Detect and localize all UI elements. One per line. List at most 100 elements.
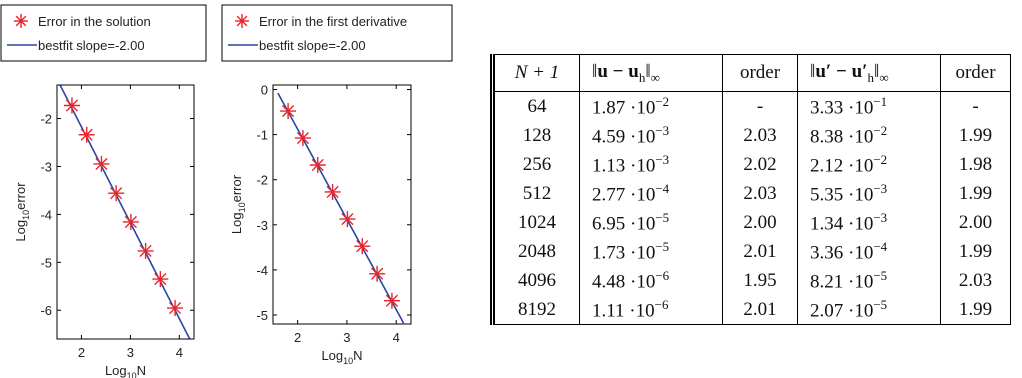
x-tick-label: 2: [78, 345, 85, 360]
cell-error-solution: 4.48 ·10−6: [579, 266, 723, 295]
x-axis-label: Log10N: [105, 363, 146, 378]
legend-label-points: Error in the solution: [38, 14, 151, 29]
cell-order-solution: 2.03: [722, 179, 798, 208]
table-row: 8192 1.11 ·10−6 2.01 2.07 ·10−5 1.99: [492, 295, 1011, 325]
legend: Error in the solution bestfit slope=-2.00: [0, 4, 207, 62]
data-point: [122, 213, 139, 230]
cell-order-derivative: 1.99: [940, 295, 1011, 325]
table-row: 512 2.77 ·10−4 2.03 5.35 ·10−3 1.99: [492, 179, 1011, 208]
legend-marker-asterisk: [235, 14, 249, 28]
cell-n: 256: [492, 150, 580, 179]
table-row: 128 4.59 ·10−3 2.03 8.38 ·10−2 1.99: [492, 121, 1011, 150]
data-point: [78, 126, 95, 143]
y-tick-label: -6: [40, 303, 52, 318]
axes-frame: [56, 84, 195, 340]
data-point: [108, 185, 125, 202]
cell-order-solution: 2.02: [722, 150, 798, 179]
table-row: 2048 1.73 ·10−5 2.01 3.36 ·10−4 1.99: [492, 237, 1011, 266]
cell-n: 128: [492, 121, 580, 150]
bestfit-line: [277, 92, 405, 324]
cell-error-solution: 4.59 ·10−3: [579, 121, 723, 150]
cell-n: 8192: [492, 295, 580, 325]
y-tick-label: -5: [256, 308, 268, 323]
data-point: [369, 265, 386, 282]
cell-n: 64: [492, 91, 580, 121]
cell-order-derivative: 2.00: [940, 208, 1011, 237]
cell-error-derivative: 1.34 ·10−3: [797, 208, 941, 237]
data-point: [354, 238, 371, 255]
table-row: 1024 6.95 ·10−5 2.00 1.34 ·10−3 2.00: [492, 208, 1011, 237]
data-point: [339, 211, 356, 228]
y-axis-label: Log10error: [13, 182, 31, 242]
y-axis-label: Log10error: [229, 174, 247, 234]
data-point: [294, 130, 311, 147]
y-tick-label: -1: [256, 128, 268, 143]
cell-n: 1024: [492, 208, 580, 237]
cell-error-derivative: 8.38 ·10−2: [797, 121, 941, 150]
cell-error-solution: 1.13 ·10−3: [579, 150, 723, 179]
data-point: [309, 156, 326, 173]
data-point: [167, 300, 184, 317]
y-tick-label: 0: [261, 83, 268, 98]
y-tick-label: -3: [40, 159, 52, 174]
cell-error-derivative: 8.21 ·10−5: [797, 266, 941, 295]
cell-order-solution: 2.01: [722, 295, 798, 325]
chart-derivative-error: 2 3 4 0 -1 -2 -3 -4 -5 Log10N Log10error Error in t…: [221, 4, 453, 366]
x-tick-label: 3: [343, 330, 350, 345]
legend: Error in the first derivative bestfit slo…: [221, 4, 453, 62]
cell-order-derivative: 1.99: [940, 121, 1011, 150]
cell-order-derivative: 1.99: [940, 179, 1011, 208]
table-row: 256 1.13 ·10−3 2.02 2.12 ·10−2 1.98: [492, 150, 1011, 179]
data-point: [137, 242, 154, 259]
cell-error-derivative: 5.35 ·10−3: [797, 179, 941, 208]
data-point: [383, 292, 400, 309]
cell-order-derivative: 2.03: [940, 266, 1011, 295]
header-n: N + 1: [492, 54, 580, 92]
x-tick-label: 4: [176, 345, 183, 360]
cell-n: 4096: [492, 266, 580, 295]
cell-order-derivative: 1.99: [940, 237, 1011, 266]
cell-error-derivative: 3.36 ·10−4: [797, 237, 941, 266]
y-tick-label: -2: [40, 112, 52, 127]
y-tick-label: -4: [40, 207, 52, 222]
legend-marker-asterisk: [14, 14, 28, 28]
cell-error-derivative: 2.07 ·10−5: [797, 295, 941, 325]
legend-label-fit: bestfit slope=-2.00: [259, 38, 366, 53]
cell-order-solution: 2.03: [722, 121, 798, 150]
data-point: [93, 155, 110, 172]
y-tick-label: -5: [40, 255, 52, 270]
legend-label-fit: bestfit slope=-2.00: [38, 38, 145, 53]
data-point: [63, 97, 80, 114]
header-error-derivative: ‖u′ − u′h‖∞: [797, 54, 941, 92]
header-order-solution: order: [722, 54, 798, 92]
table-row: 4096 4.48 ·10−6 1.95 8.21 ·10−5 2.03: [492, 266, 1011, 295]
cell-order-solution: 2.00: [722, 208, 798, 237]
plot-area: [277, 92, 405, 324]
cell-n: 512: [492, 179, 580, 208]
cell-order-derivative: 1.98: [940, 150, 1011, 179]
cell-error-solution: 1.11 ·10−6: [579, 295, 723, 325]
header-error-solution: ‖u − uh‖∞: [579, 54, 723, 92]
y-tick-label: -3: [256, 218, 268, 233]
data-point: [324, 183, 341, 200]
header-order-derivative: order: [940, 54, 1011, 92]
y-tick-label: -4: [256, 263, 268, 278]
cell-error-solution: 2.77 ·10−4: [579, 179, 723, 208]
cell-order-solution: 1.95: [722, 266, 798, 295]
cell-order-solution: -: [722, 91, 798, 121]
plot-area: [59, 85, 191, 339]
x-tick-label: 4: [393, 330, 400, 345]
x-axis-label: Log10N: [321, 348, 362, 366]
cell-order-solution: 2.01: [722, 237, 798, 266]
data-point: [152, 271, 169, 288]
axes-frame: [272, 84, 412, 325]
cell-n: 2048: [492, 237, 580, 266]
cell-order-derivative: -: [940, 91, 1011, 121]
data-point: [280, 103, 297, 120]
legend-label-points: Error in the first derivative: [259, 14, 407, 29]
chart-solution-error: 2 3 4 -2 -3 -4 -5 -6 Log10N Log10error Error in th…: [0, 4, 207, 378]
cell-error-solution: 6.95 ·10−5: [579, 208, 723, 237]
table-header-row: N + 1 ‖u − uh‖∞ order ‖u′ − u′h‖∞ order: [492, 54, 1011, 92]
cell-error-derivative: 2.12 ·10−2: [797, 150, 941, 179]
table-row: 64 1.87 ·10−2-3.33 ·10−1-: [492, 91, 1011, 121]
